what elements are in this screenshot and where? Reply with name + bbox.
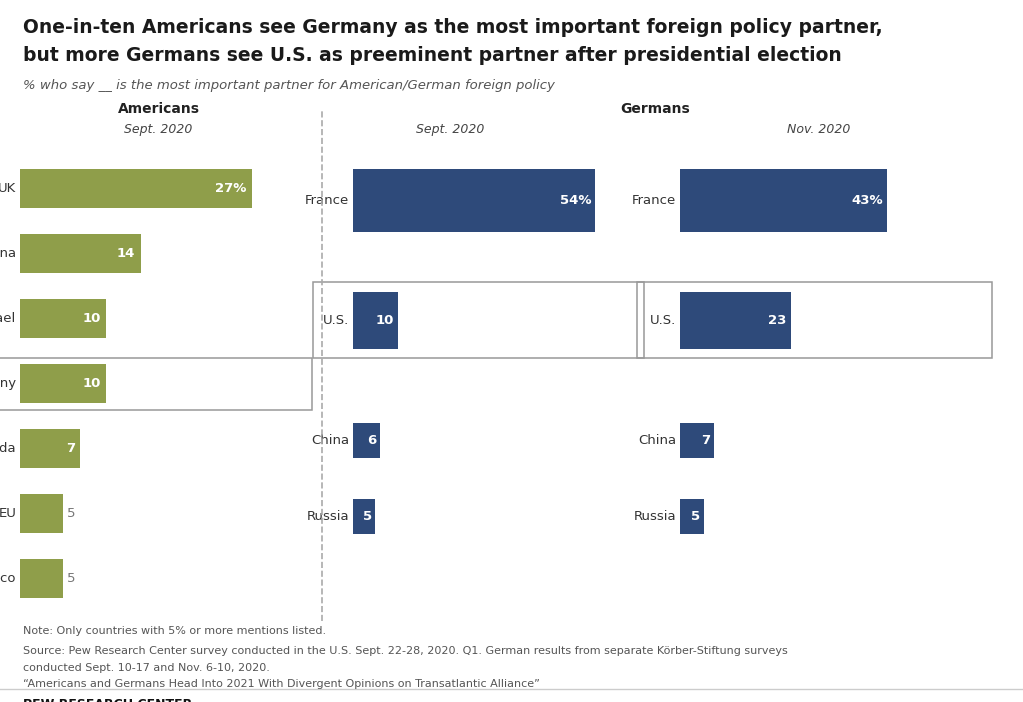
Text: 5: 5 — [362, 510, 371, 523]
Text: France: France — [305, 194, 349, 206]
Text: Israel: Israel — [0, 312, 16, 325]
Text: Nov. 2020: Nov. 2020 — [787, 123, 850, 136]
Text: Note: Only countries with 5% or more mentions listed.: Note: Only countries with 5% or more men… — [23, 626, 325, 636]
Text: 14: 14 — [117, 247, 135, 260]
Bar — [680, 499, 704, 534]
Bar — [680, 168, 887, 232]
Text: Canada: Canada — [0, 442, 16, 456]
Text: 7: 7 — [66, 442, 76, 456]
Text: Russia: Russia — [634, 510, 676, 523]
Text: U.S.: U.S. — [651, 314, 676, 327]
Bar — [20, 169, 252, 208]
Bar — [20, 364, 106, 404]
Text: China: China — [638, 434, 676, 447]
Text: 5: 5 — [692, 510, 701, 523]
Bar — [20, 494, 63, 534]
Text: Germany: Germany — [0, 377, 16, 390]
Bar — [20, 299, 106, 338]
Text: 54%: 54% — [560, 194, 591, 206]
Bar — [680, 292, 791, 349]
Text: but more Germans see U.S. as preeminent partner after presidential election: but more Germans see U.S. as preeminent … — [23, 46, 841, 65]
Text: “Americans and Germans Head Into 2021 With Divergent Opinions on Transatlantic A: “Americans and Germans Head Into 2021 Wi… — [23, 679, 539, 689]
Text: UK: UK — [0, 183, 16, 195]
Text: PEW RESEARCH CENTER: PEW RESEARCH CENTER — [23, 698, 191, 702]
Bar — [353, 292, 398, 349]
Text: Sept. 2020: Sept. 2020 — [125, 123, 192, 136]
Text: One-in-ten Americans see Germany as the most important foreign policy partner,: One-in-ten Americans see Germany as the … — [23, 18, 882, 37]
Text: Sept. 2020: Sept. 2020 — [416, 123, 484, 136]
Text: 6: 6 — [367, 434, 376, 447]
Text: 5: 5 — [66, 508, 76, 520]
Text: Russia: Russia — [307, 510, 349, 523]
Bar — [20, 559, 63, 598]
Text: China: China — [311, 434, 349, 447]
Text: 7: 7 — [701, 434, 710, 447]
Text: 23: 23 — [768, 314, 787, 327]
Text: 10: 10 — [375, 314, 394, 327]
Text: EU: EU — [0, 508, 16, 520]
Bar — [680, 423, 714, 458]
Bar — [20, 430, 81, 468]
Text: 5: 5 — [66, 572, 76, 585]
Text: U.S.: U.S. — [323, 314, 349, 327]
Text: Mexico: Mexico — [0, 572, 16, 585]
Text: Source: Pew Research Center survey conducted in the U.S. Sept. 22-28, 2020. Q1. : Source: Pew Research Center survey condu… — [23, 646, 788, 656]
Text: Germans: Germans — [620, 102, 690, 116]
Bar — [353, 168, 595, 232]
Bar — [20, 234, 140, 273]
Text: % who say __ is the most important partner for American/German foreign policy: % who say __ is the most important partn… — [23, 79, 554, 92]
Text: Americans: Americans — [118, 102, 199, 116]
Text: China: China — [0, 247, 16, 260]
Text: 27%: 27% — [216, 183, 247, 195]
Bar — [353, 499, 375, 534]
Text: 10: 10 — [83, 312, 101, 325]
Text: conducted Sept. 10-17 and Nov. 6-10, 2020.: conducted Sept. 10-17 and Nov. 6-10, 202… — [23, 663, 269, 673]
Text: 43%: 43% — [851, 194, 883, 206]
Text: France: France — [632, 194, 676, 206]
Text: 10: 10 — [83, 377, 101, 390]
Bar — [353, 423, 380, 458]
